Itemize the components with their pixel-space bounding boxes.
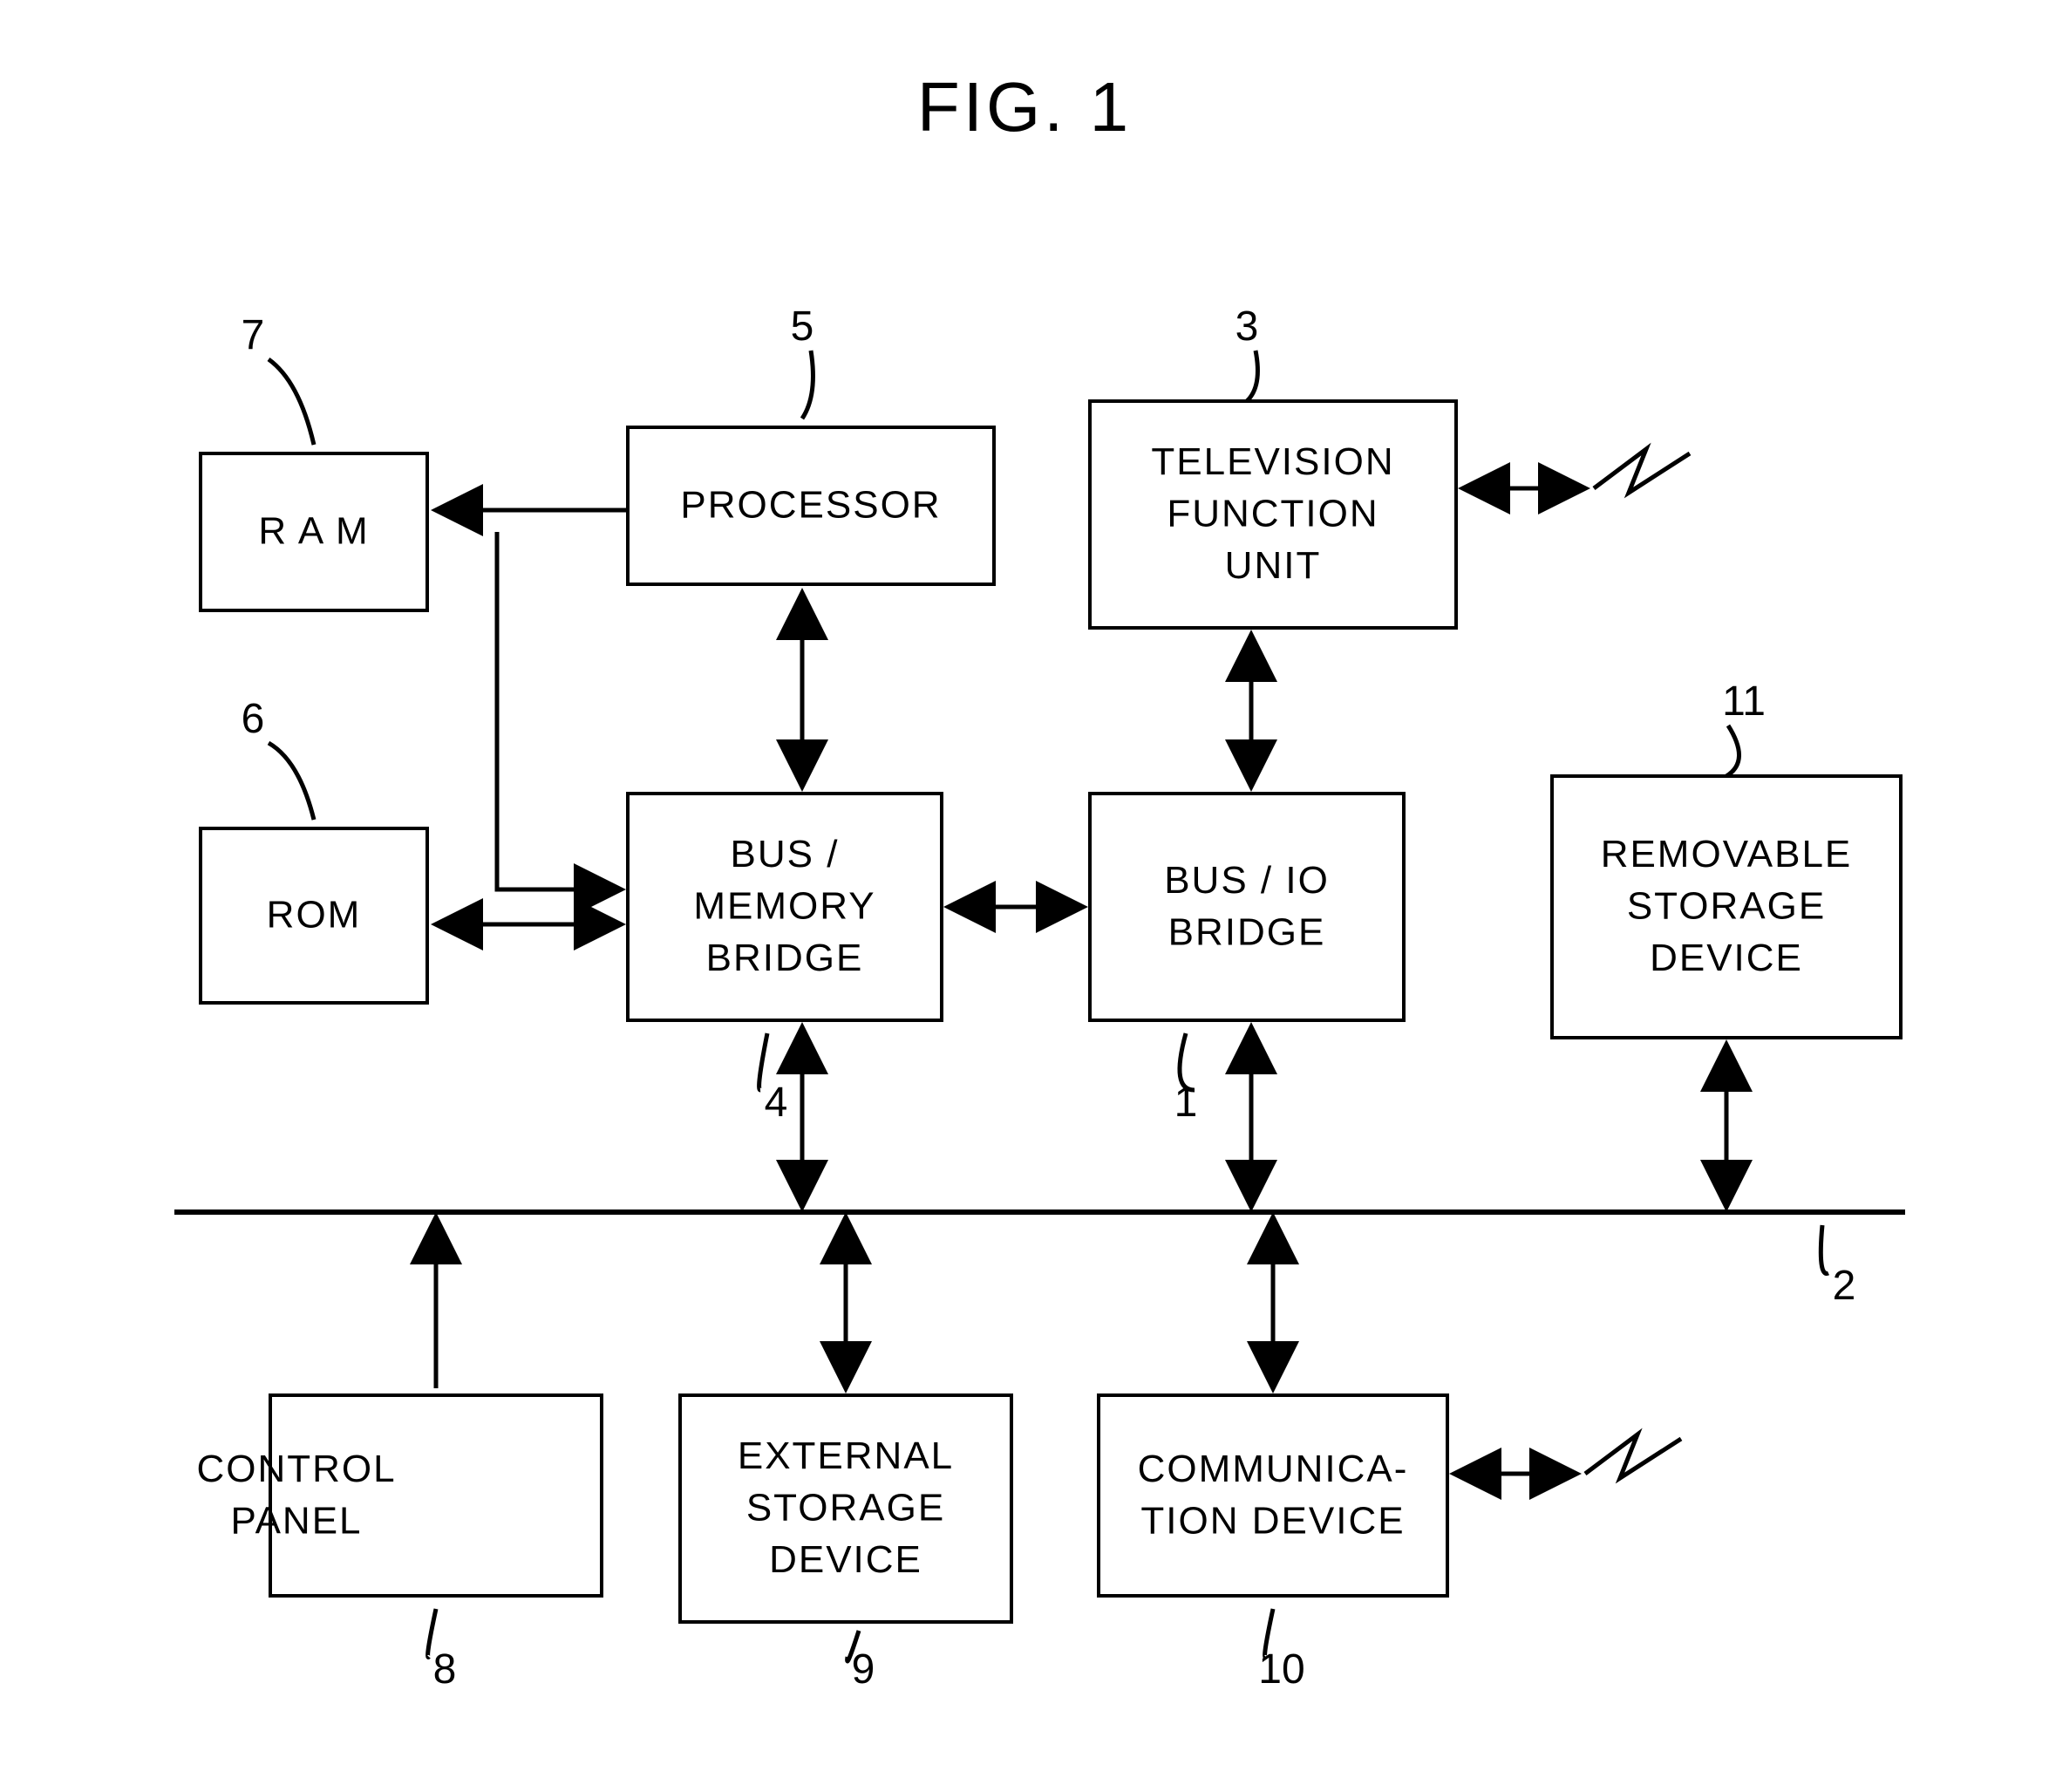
removable-label: REMOVABLE bbox=[1601, 833, 1853, 876]
ref-tick-ram bbox=[269, 359, 314, 445]
control-label: CONTROL bbox=[196, 1448, 396, 1490]
ref-num-bus: 2 bbox=[1833, 1263, 1856, 1309]
ref-num-control: 8 bbox=[433, 1646, 457, 1693]
edge-13 bbox=[1585, 1434, 1681, 1478]
comm-box bbox=[1099, 1395, 1447, 1596]
ref-num-processor: 5 bbox=[791, 303, 814, 350]
rom-label: ROM bbox=[267, 894, 362, 937]
control-label: PANEL bbox=[230, 1499, 362, 1542]
extstor-label: STORAGE bbox=[746, 1487, 945, 1530]
busmem-label: BUS / bbox=[731, 833, 840, 876]
ref-tick-rom bbox=[269, 743, 314, 820]
edge-1 bbox=[497, 532, 621, 889]
removable-label: STORAGE bbox=[1627, 885, 1826, 928]
processor-label: PROCESSOR bbox=[680, 484, 941, 527]
ref-num-removable: 11 bbox=[1722, 678, 1766, 725]
edge-12 bbox=[1594, 449, 1690, 493]
extstor-label: DEVICE bbox=[769, 1538, 922, 1581]
ref-num-busmem: 4 bbox=[765, 1080, 788, 1126]
ref-num-tvfu: 3 bbox=[1236, 303, 1259, 350]
ref-num-ram: 7 bbox=[242, 312, 265, 358]
busmem-label: MEMORY bbox=[693, 885, 875, 928]
tvfu-label: FUNCTION bbox=[1167, 493, 1378, 535]
ref-tick-removable bbox=[1726, 726, 1739, 776]
control-box bbox=[270, 1395, 602, 1596]
extstor-label: EXTERNAL bbox=[738, 1434, 954, 1477]
tvfu-label: UNIT bbox=[1225, 544, 1322, 587]
ref-num-rom: 6 bbox=[242, 696, 265, 742]
busio-label: BRIDGE bbox=[1168, 910, 1326, 953]
busio-box bbox=[1090, 794, 1404, 1020]
removable-label: DEVICE bbox=[1650, 937, 1803, 979]
busmem-label: BRIDGE bbox=[706, 937, 864, 979]
block-diagram: FIG. 1 R A M ROM PROCESSOR TELEVISION FUNCTIO… bbox=[0, 0, 2049, 1792]
busio-label: BUS / IO bbox=[1164, 859, 1330, 902]
ref-tick-bus bbox=[1821, 1225, 1828, 1273]
tvfu-label: TELEVISION bbox=[1151, 440, 1394, 483]
ref-tick-processor bbox=[802, 351, 813, 419]
ref-tick-tvfu bbox=[1247, 351, 1257, 401]
svg-text:FIG. 1: FIG. 1 bbox=[917, 68, 1132, 146]
ref-num-extstor: 9 bbox=[852, 1646, 875, 1693]
comm-label: COMMUNICA- bbox=[1138, 1448, 1409, 1490]
comm-label: TION DEVICE bbox=[1140, 1499, 1405, 1542]
ram-label: R A M bbox=[258, 510, 369, 553]
